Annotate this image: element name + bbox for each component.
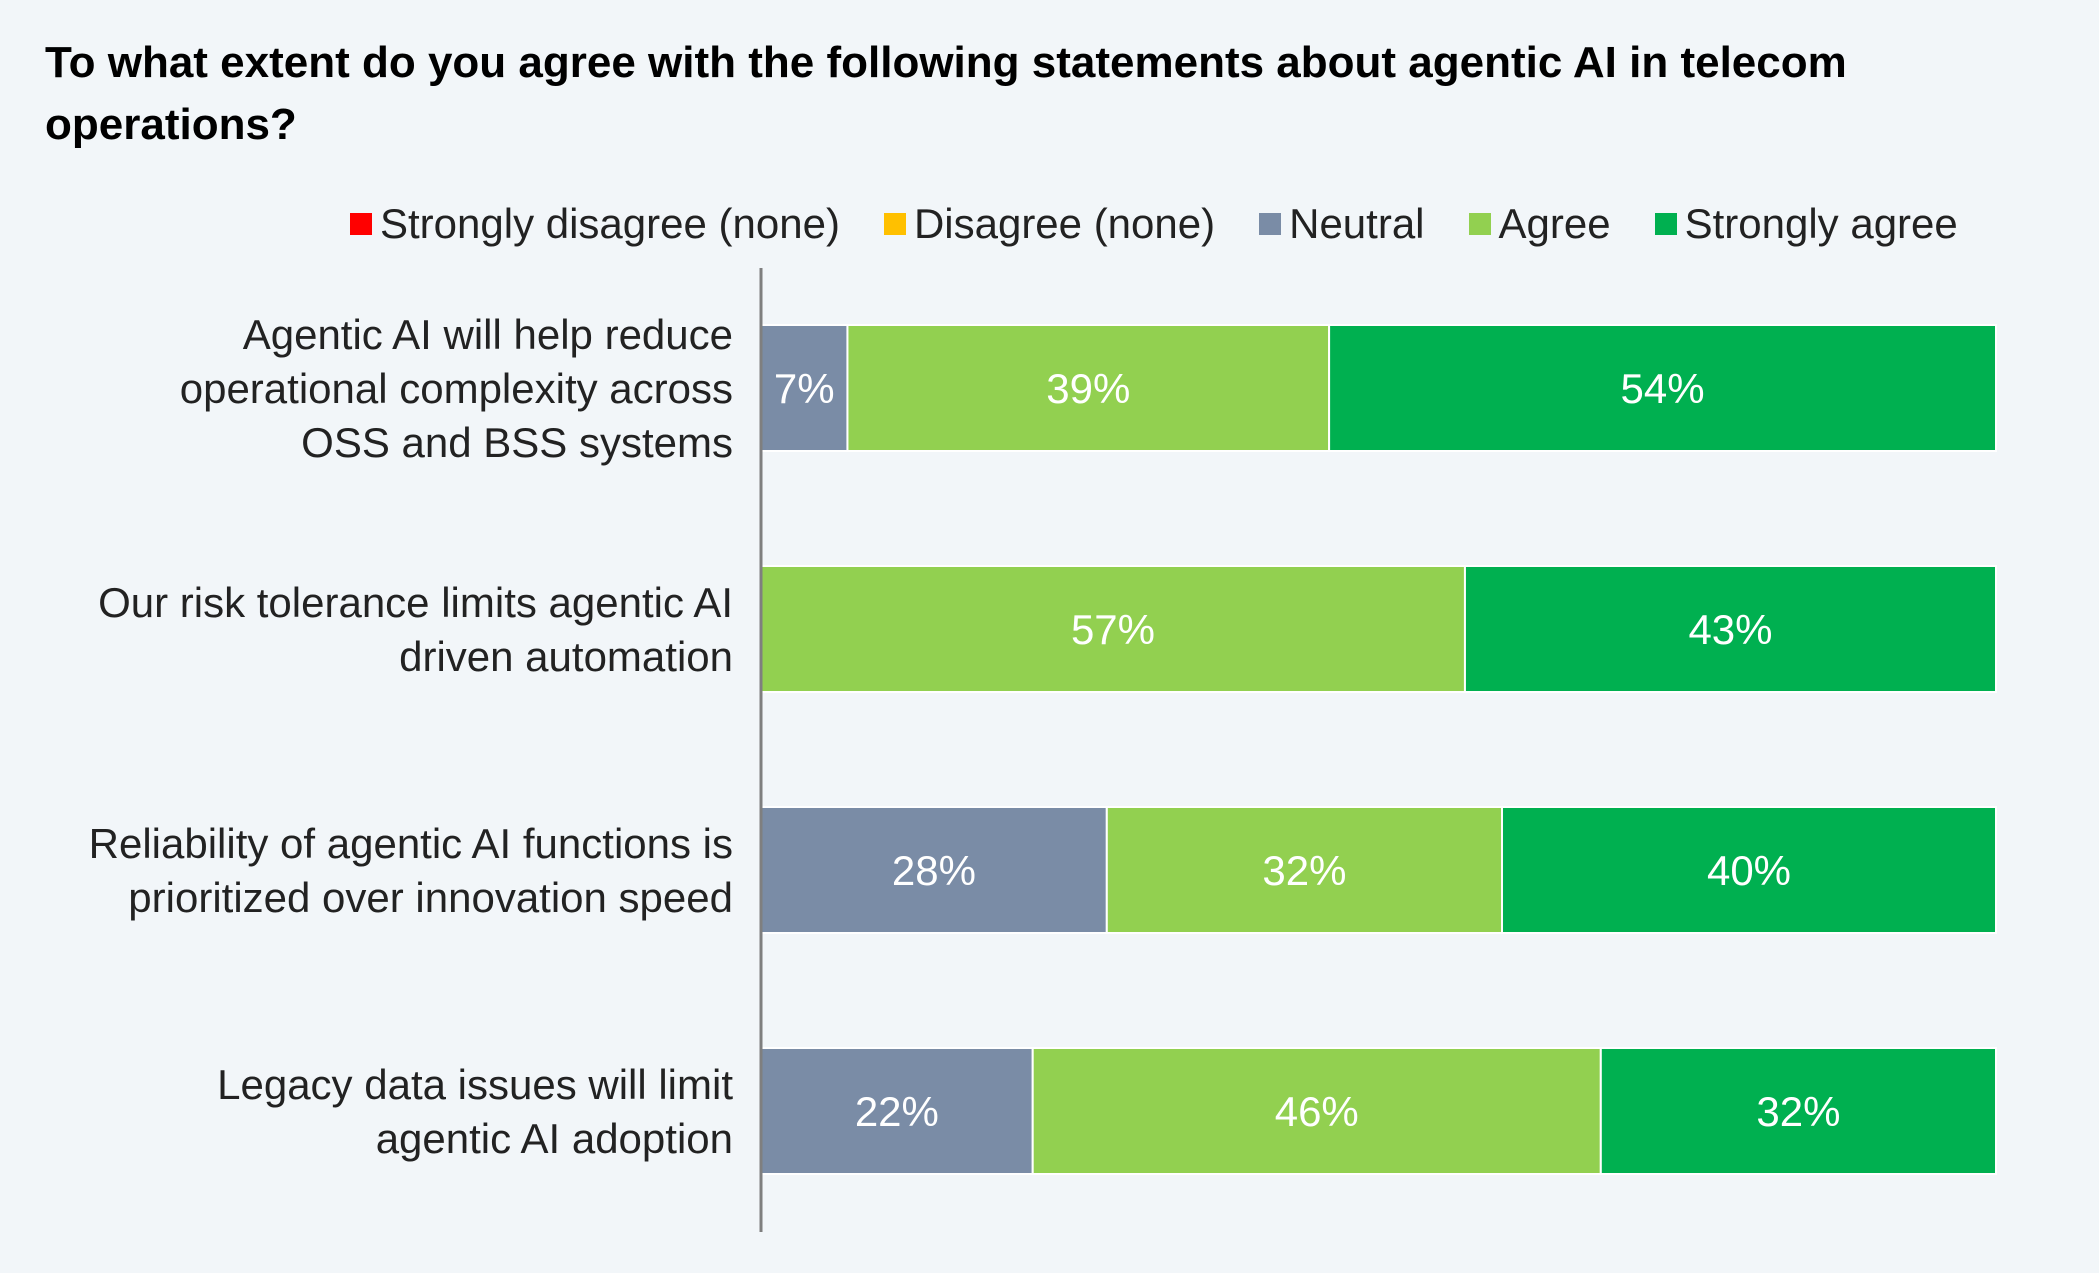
bar-segment-agree <box>1105 806 1504 934</box>
legend-swatch <box>883 213 906 235</box>
bar-segment-agree <box>846 324 1331 452</box>
legend-item: Strongly disagree (none) <box>350 200 840 248</box>
category-label-line: Reliability of agentic AI functions is <box>89 820 733 867</box>
chart-title: To what extent do you agree with the fol… <box>45 38 1847 149</box>
legend-swatch <box>1654 213 1677 235</box>
legend-item: Neutral <box>1259 200 1425 248</box>
bar-value-label: 43% <box>1688 606 1772 653</box>
bar-segment-strongly-agree <box>1599 1047 1998 1175</box>
legend-label: Neutral <box>1289 200 1425 247</box>
bar-value-label: 7% <box>774 365 835 412</box>
legend-label: Strongly disagree (none) <box>380 200 840 247</box>
legend-swatch <box>350 213 372 235</box>
bar-value-label: 40% <box>1707 847 1791 894</box>
category-label-line: driven automation <box>399 633 733 680</box>
bar-segment-strongly-agree <box>1328 324 1997 452</box>
category-label-line: Agentic AI will help reduce <box>243 311 733 358</box>
bar-segment-strongly-agree <box>1463 565 1997 693</box>
category-label: Our risk tolerance limits agentic AI driv… <box>98 579 733 680</box>
bar-value-label: 32% <box>1756 1088 1840 1135</box>
bar-segment-agree <box>1031 1047 1602 1175</box>
category-label-line: Our risk tolerance limits agentic AI <box>98 579 733 626</box>
legend-swatch <box>1468 213 1491 235</box>
category-label-line: prioritized over innovation speed <box>128 874 733 921</box>
category-label: Agentic AI will help reduce operational c… <box>180 311 733 466</box>
bar-segment-neutral <box>760 324 849 452</box>
legend-item: Strongly agree <box>1654 200 1958 248</box>
bar-value-label: 28% <box>892 847 976 894</box>
legend-item: Disagree (none) <box>883 200 1216 248</box>
category-label-line: OSS and BSS systems <box>301 419 733 466</box>
category-label-line: Legacy data issues will limit <box>217 1061 733 1108</box>
category-label: Legacy data issues will limit agentic AI … <box>217 1061 733 1162</box>
bar-segment-agree <box>760 565 1466 693</box>
bar-value-label: 32% <box>1262 847 1346 894</box>
legend-label: Strongly agree <box>1684 200 1958 247</box>
category-label: Reliability of agentic AI functions is pr… <box>89 820 733 921</box>
bar-value-label: 57% <box>1071 606 1155 653</box>
legend-swatch <box>1259 213 1282 235</box>
category-label-line: operational complexity across <box>180 365 733 412</box>
bar-value-label: 22% <box>855 1088 939 1135</box>
bar-segment-neutral <box>760 1047 1034 1175</box>
bar-segment-strongly-agree <box>1501 806 1997 934</box>
legend-label: Disagree (none) <box>913 200 1216 247</box>
chart-legend: Strongly disagree (none) Disagree (none) N… <box>350 196 1958 252</box>
legend-label: Agree <box>1498 200 1611 247</box>
bar-segment-neutral <box>760 806 1108 934</box>
bar-value-label: 39% <box>1046 365 1130 412</box>
bar-value-label: 54% <box>1621 365 1705 412</box>
category-label-line: agentic AI adoption <box>376 1115 733 1162</box>
legend-item: Agree <box>1468 200 1611 248</box>
bar-value-label: 46% <box>1275 1088 1359 1135</box>
